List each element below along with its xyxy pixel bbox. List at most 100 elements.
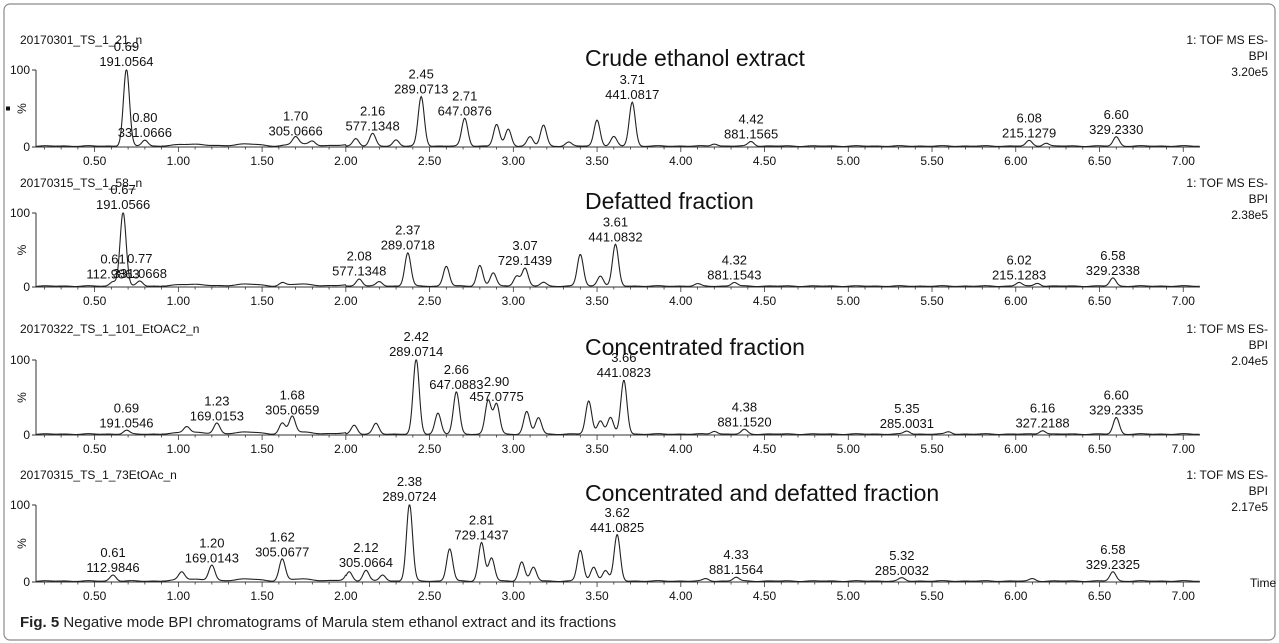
peak-mz-label: 305.0677 <box>255 544 309 559</box>
x-tick-label: 0.50 <box>83 442 107 456</box>
x-tick-label: 3.00 <box>502 442 526 456</box>
peak-rt-label: 2.45 <box>409 67 434 82</box>
peak-rt-label: 0.69 <box>114 400 139 415</box>
peak-rt-label: 1.68 <box>280 388 305 403</box>
x-tick-label: 4.50 <box>753 589 777 603</box>
mode-label: BPI <box>1249 484 1268 498</box>
peak-mz-label: 441.0817 <box>605 87 659 102</box>
y-axis-label: % <box>15 392 29 403</box>
x-tick-label: 1.50 <box>250 442 274 456</box>
peak-mz-label: 441.0825 <box>590 520 644 535</box>
sample-id: 20170301_TS_1_21_n <box>20 33 142 47</box>
x-tick-label: 1.00 <box>167 154 191 168</box>
peak-mz-label: 327.2188 <box>1015 415 1069 430</box>
peak-mz-label: 577.1348 <box>346 119 400 134</box>
peak-rt-label: 4.32 <box>722 252 747 267</box>
peak-mz-label: 191.0566 <box>96 197 150 212</box>
peak-mz-label: 729.1439 <box>498 253 552 268</box>
chromatogram-panel-1: 20170301_TS_1_21_n 1: TOF MS ES- BPI 3.20e5… <box>6 33 1268 168</box>
peak-rt-label: 2.12 <box>353 540 378 555</box>
detector-label: 1: TOF MS ES- <box>1186 33 1268 47</box>
sample-id: 20170322_TS_1_101_EtOAC2_n <box>20 322 199 336</box>
x-axis-title: Time <box>1250 576 1277 590</box>
panel-title: Defatted fraction <box>585 188 754 214</box>
peak-rt-label: 6.58 <box>1100 542 1125 557</box>
peak-rt-label: 6.02 <box>1006 252 1031 267</box>
chromatogram-trace <box>35 504 1200 583</box>
x-tick-label: 4.00 <box>669 589 693 603</box>
x-tick-label: 2.50 <box>418 294 442 308</box>
x-tick-label: 5.00 <box>837 442 861 456</box>
x-tick-label: 6.00 <box>1004 442 1028 456</box>
peak-mz-label: 441.0832 <box>588 230 642 245</box>
panel-title: Concentrated fraction <box>585 334 805 360</box>
peak-rt-label: 1.23 <box>204 394 229 409</box>
detector-label: 1: TOF MS ES- <box>1186 322 1268 336</box>
x-tick-label: 5.00 <box>837 294 861 308</box>
y-tick-label-100: 100 <box>10 498 30 512</box>
y-tick-label-0: 0 <box>23 280 30 294</box>
peak-rt-label: 5.32 <box>889 548 914 563</box>
mode-label: BPI <box>1249 49 1268 63</box>
detector-label: 1: TOF MS ES- <box>1186 468 1268 482</box>
intensity-label: 2.04e5 <box>1231 354 1268 368</box>
peak-rt-label: 0.80 <box>132 110 157 125</box>
peak-mz-label: 331.0668 <box>113 266 167 281</box>
x-tick-label: 5.50 <box>920 154 944 168</box>
x-tick-label: 3.50 <box>585 154 609 168</box>
peak-mz-label: 169.0143 <box>185 551 239 566</box>
sample-id: 20170315_TS_1_58_n <box>20 176 142 190</box>
y-tick-label-0: 0 <box>23 428 30 442</box>
x-tick-label: 0.50 <box>83 589 107 603</box>
intensity-label: 2.38e5 <box>1231 208 1268 222</box>
peak-rt-label: 3.07 <box>512 238 537 253</box>
y-axis-label: % <box>15 538 29 549</box>
x-tick-label: 7.00 <box>1172 154 1196 168</box>
peak-rt-label: 2.90 <box>484 374 509 389</box>
x-tick-label: 0.50 <box>83 154 107 168</box>
peak-mz-label: 305.0664 <box>339 555 393 570</box>
peak-mz-label: 285.0032 <box>875 563 929 578</box>
chromatogram-panel-2: 20170315_TS_1_58_n 1: TOF MS ES- BPI 2.38e5… <box>10 176 1268 308</box>
peak-mz-label: 305.0659 <box>265 403 319 418</box>
mode-label: BPI <box>1249 192 1268 206</box>
peak-rt-label: 2.16 <box>360 104 385 119</box>
y-axis-label: % <box>15 103 29 114</box>
peak-mz-label: 329.2330 <box>1089 122 1143 137</box>
x-tick-label: 5.00 <box>837 589 861 603</box>
peak-rt-label: 5.35 <box>894 401 919 416</box>
caption-label: Fig. 5 <box>20 614 60 631</box>
x-tick-label: 4.00 <box>669 154 693 168</box>
x-tick-label: 3.00 <box>502 294 526 308</box>
peak-mz-label: 112.9863 <box>86 267 139 282</box>
peak-rt-label: 6.16 <box>1030 400 1055 415</box>
peak-mz-label: 285.0031 <box>880 416 934 431</box>
x-tick-label: 7.00 <box>1172 589 1196 603</box>
peak-mz-label: 289.0718 <box>381 238 435 253</box>
peak-rt-label: 2.08 <box>347 249 372 264</box>
peak-mz-label: 329.2338 <box>1086 263 1140 278</box>
x-tick-label: 3.50 <box>585 294 609 308</box>
